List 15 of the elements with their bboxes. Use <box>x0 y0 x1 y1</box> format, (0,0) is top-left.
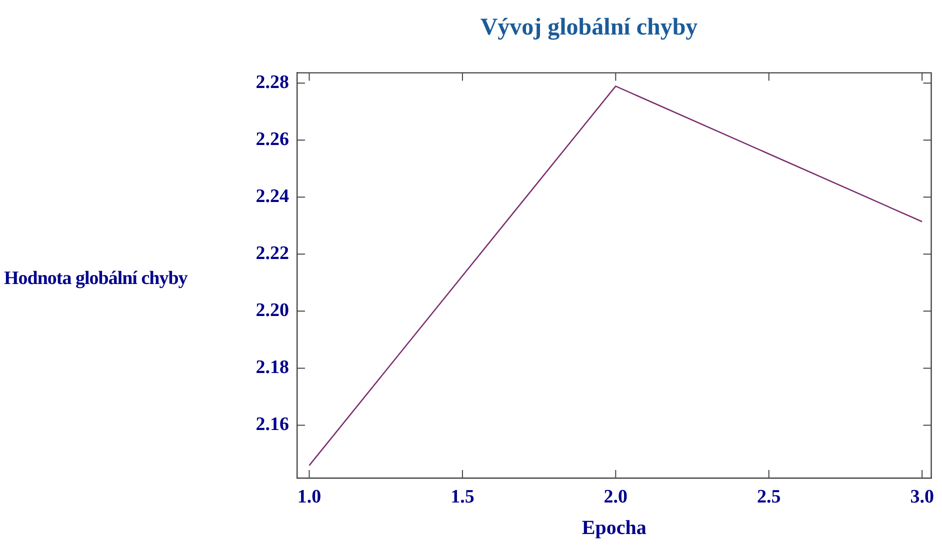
y-tick-label: 2.20 <box>256 300 289 322</box>
x-tick-label: 2.0 <box>604 486 628 508</box>
chart-title: Vývoj globální chyby <box>480 14 698 41</box>
y-tick-label: 2.28 <box>256 72 289 93</box>
y-axis-title: Hodnota globální chyby <box>4 268 188 290</box>
x-tick-label: 2.5 <box>756 486 781 508</box>
x-tick-label: 1.0 <box>297 486 322 508</box>
x-axis-title: Epocha <box>582 517 646 540</box>
y-tick-label: 2.18 <box>256 357 289 378</box>
y-tick-label: 2.22 <box>256 243 289 264</box>
x-tick-label: 3.0 <box>910 486 934 508</box>
y-tick-label: 2.24 <box>256 186 290 208</box>
y-tick-label: 2.26 <box>256 129 289 150</box>
y-tick-label: 2.16 <box>256 414 289 436</box>
x-tick-label: 1.5 <box>450 486 474 508</box>
